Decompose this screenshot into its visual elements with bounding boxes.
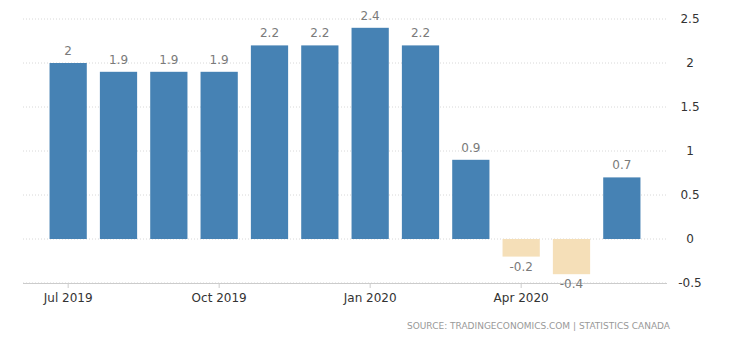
x-tick-label: Jul 2019 — [43, 291, 93, 305]
chart-container: -0.5 0 0.5 1 1.5 2 2.5 2 1.9 1.9 1.9 2.2 2.2 2.4 2.2 0.… — [0, 0, 730, 340]
data-label: 2.2 — [411, 26, 430, 40]
x-tick-label: Jan 2020 — [343, 291, 397, 305]
data-label: 1.9 — [159, 53, 178, 67]
data-label: -0.4 — [560, 277, 583, 291]
x-tick — [370, 283, 371, 288]
bar — [402, 45, 439, 239]
y-tick-label: 2.5 — [680, 12, 699, 26]
bar — [100, 72, 137, 239]
grid-line — [23, 19, 667, 20]
bar — [50, 63, 87, 239]
bar — [603, 177, 640, 239]
data-label: 2.2 — [310, 26, 329, 40]
bar — [352, 28, 389, 239]
bar — [452, 160, 489, 239]
data-label: 2 — [64, 44, 72, 58]
bar — [553, 239, 590, 274]
source: SOURCE: TRADINGECONOMICS.COM | STATISTIC… — [407, 321, 671, 331]
y-tick-label: -0.5 — [678, 276, 701, 290]
bar — [503, 239, 540, 257]
data-label: -0.2 — [509, 260, 532, 274]
y-tick-label: 0.5 — [680, 188, 699, 202]
bar — [251, 45, 288, 239]
x-tick — [219, 283, 220, 288]
y-tick-label: 1 — [686, 144, 694, 158]
y-tick-label: 1.5 — [680, 100, 699, 114]
x-tick — [68, 283, 69, 288]
bar — [150, 72, 187, 239]
data-labels: 2 1.9 1.9 1.9 2.2 2.2 2.4 2.2 0.9 -0.2 -0.4 0.7 — [64, 9, 631, 291]
x-tick-label: Apr 2020 — [494, 291, 549, 305]
bar — [301, 45, 338, 239]
x-tick-label: Oct 2019 — [192, 291, 247, 305]
chart: -0.5 0 0.5 1 1.5 2 2.5 2 1.9 1.9 1.9 2.2 2.2 2.4 2.2 0.… — [0, 0, 730, 340]
y-tick-label: 0 — [686, 232, 694, 246]
data-label: 0.9 — [461, 141, 480, 155]
bar — [201, 72, 238, 239]
x-tick — [521, 283, 522, 288]
data-label: 2.2 — [260, 26, 279, 40]
data-label: 2.4 — [361, 9, 380, 23]
data-label: 1.9 — [109, 53, 128, 67]
data-label: 0.7 — [612, 158, 631, 172]
x-axis: Jul 2019 Oct 2019 Jan 2020 Apr 2020 — [43, 283, 549, 305]
y-tick-label: 2 — [686, 56, 694, 70]
bars — [50, 28, 641, 274]
data-label: 1.9 — [210, 53, 229, 67]
y-axis: -0.5 0 0.5 1 1.5 2 2.5 — [23, 12, 702, 290]
